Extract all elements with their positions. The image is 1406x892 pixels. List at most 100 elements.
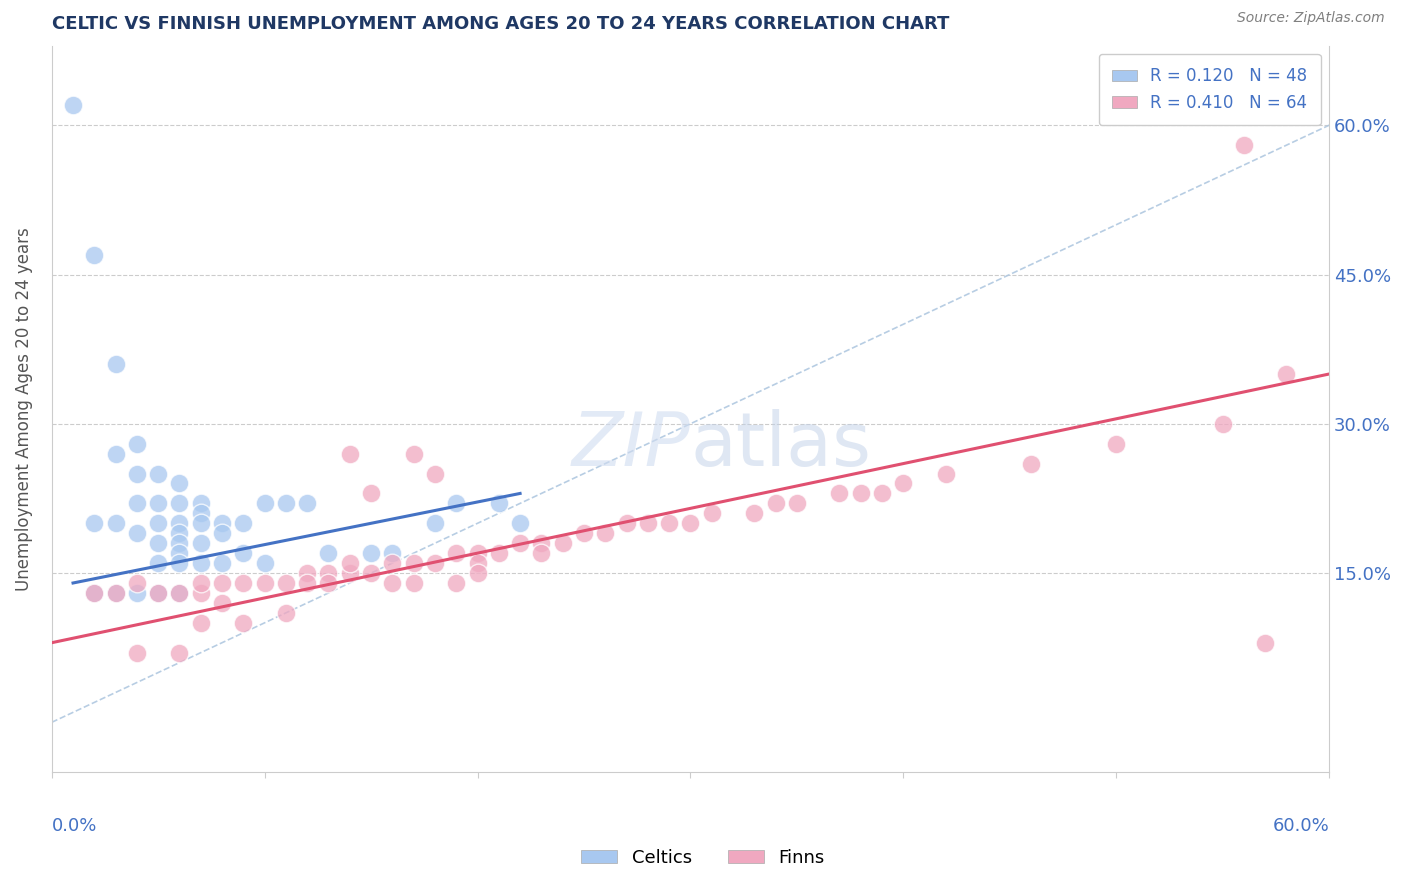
Point bbox=[148, 496, 170, 510]
Point bbox=[169, 646, 191, 660]
Point bbox=[190, 576, 212, 591]
Point bbox=[1233, 138, 1256, 153]
Point bbox=[1019, 457, 1042, 471]
Point bbox=[169, 476, 191, 491]
Point bbox=[104, 586, 127, 600]
Point bbox=[593, 526, 616, 541]
Point bbox=[190, 496, 212, 510]
Point bbox=[509, 516, 531, 531]
Point bbox=[148, 556, 170, 570]
Point bbox=[509, 536, 531, 550]
Point bbox=[169, 556, 191, 570]
Point bbox=[190, 586, 212, 600]
Point bbox=[211, 596, 233, 610]
Point bbox=[253, 496, 276, 510]
Point bbox=[295, 576, 318, 591]
Point bbox=[104, 357, 127, 371]
Point bbox=[148, 586, 170, 600]
Point bbox=[530, 536, 553, 550]
Point bbox=[169, 536, 191, 550]
Point bbox=[62, 98, 84, 112]
Point bbox=[295, 566, 318, 580]
Point bbox=[658, 516, 681, 531]
Point bbox=[679, 516, 702, 531]
Point bbox=[360, 546, 382, 560]
Point bbox=[700, 506, 723, 520]
Point bbox=[83, 586, 105, 600]
Point bbox=[232, 546, 254, 560]
Point bbox=[849, 486, 872, 500]
Point bbox=[935, 467, 957, 481]
Point bbox=[786, 496, 808, 510]
Text: 60.0%: 60.0% bbox=[1272, 817, 1329, 835]
Point bbox=[1212, 417, 1234, 431]
Point bbox=[295, 496, 318, 510]
Point bbox=[339, 556, 361, 570]
Point bbox=[381, 556, 404, 570]
Point bbox=[402, 447, 425, 461]
Point bbox=[211, 526, 233, 541]
Text: 0.0%: 0.0% bbox=[52, 817, 97, 835]
Point bbox=[104, 516, 127, 531]
Point bbox=[488, 546, 510, 560]
Point bbox=[360, 486, 382, 500]
Point bbox=[530, 546, 553, 560]
Point bbox=[253, 556, 276, 570]
Point bbox=[232, 516, 254, 531]
Point bbox=[125, 496, 148, 510]
Point bbox=[616, 516, 638, 531]
Point bbox=[318, 566, 340, 580]
Point bbox=[318, 546, 340, 560]
Point bbox=[870, 486, 893, 500]
Point bbox=[232, 615, 254, 630]
Point bbox=[125, 586, 148, 600]
Point bbox=[148, 536, 170, 550]
Point bbox=[169, 586, 191, 600]
Point bbox=[148, 467, 170, 481]
Point bbox=[125, 646, 148, 660]
Point bbox=[423, 467, 446, 481]
Point bbox=[211, 516, 233, 531]
Point bbox=[169, 496, 191, 510]
Point bbox=[1105, 436, 1128, 450]
Point bbox=[318, 576, 340, 591]
Text: atlas: atlas bbox=[690, 409, 872, 482]
Point bbox=[83, 586, 105, 600]
Point bbox=[125, 576, 148, 591]
Point bbox=[339, 566, 361, 580]
Point bbox=[467, 566, 489, 580]
Text: Source: ZipAtlas.com: Source: ZipAtlas.com bbox=[1237, 11, 1385, 25]
Y-axis label: Unemployment Among Ages 20 to 24 years: Unemployment Among Ages 20 to 24 years bbox=[15, 227, 32, 591]
Point bbox=[765, 496, 787, 510]
Point bbox=[423, 516, 446, 531]
Point bbox=[169, 546, 191, 560]
Point bbox=[360, 566, 382, 580]
Point bbox=[211, 576, 233, 591]
Point bbox=[274, 606, 297, 620]
Point bbox=[148, 516, 170, 531]
Point bbox=[190, 506, 212, 520]
Point bbox=[253, 576, 276, 591]
Point bbox=[551, 536, 574, 550]
Point bbox=[104, 586, 127, 600]
Point bbox=[828, 486, 851, 500]
Point bbox=[125, 467, 148, 481]
Point bbox=[125, 526, 148, 541]
Point bbox=[190, 556, 212, 570]
Point bbox=[402, 576, 425, 591]
Point bbox=[274, 496, 297, 510]
Point bbox=[423, 556, 446, 570]
Point bbox=[83, 516, 105, 531]
Point bbox=[444, 496, 467, 510]
Point bbox=[339, 447, 361, 461]
Point bbox=[104, 447, 127, 461]
Point bbox=[381, 576, 404, 591]
Point bbox=[444, 546, 467, 560]
Point bbox=[274, 576, 297, 591]
Point bbox=[169, 586, 191, 600]
Point bbox=[742, 506, 765, 520]
Point bbox=[572, 526, 595, 541]
Text: CELTIC VS FINNISH UNEMPLOYMENT AMONG AGES 20 TO 24 YEARS CORRELATION CHART: CELTIC VS FINNISH UNEMPLOYMENT AMONG AGE… bbox=[52, 15, 949, 33]
Point bbox=[190, 615, 212, 630]
Point bbox=[891, 476, 914, 491]
